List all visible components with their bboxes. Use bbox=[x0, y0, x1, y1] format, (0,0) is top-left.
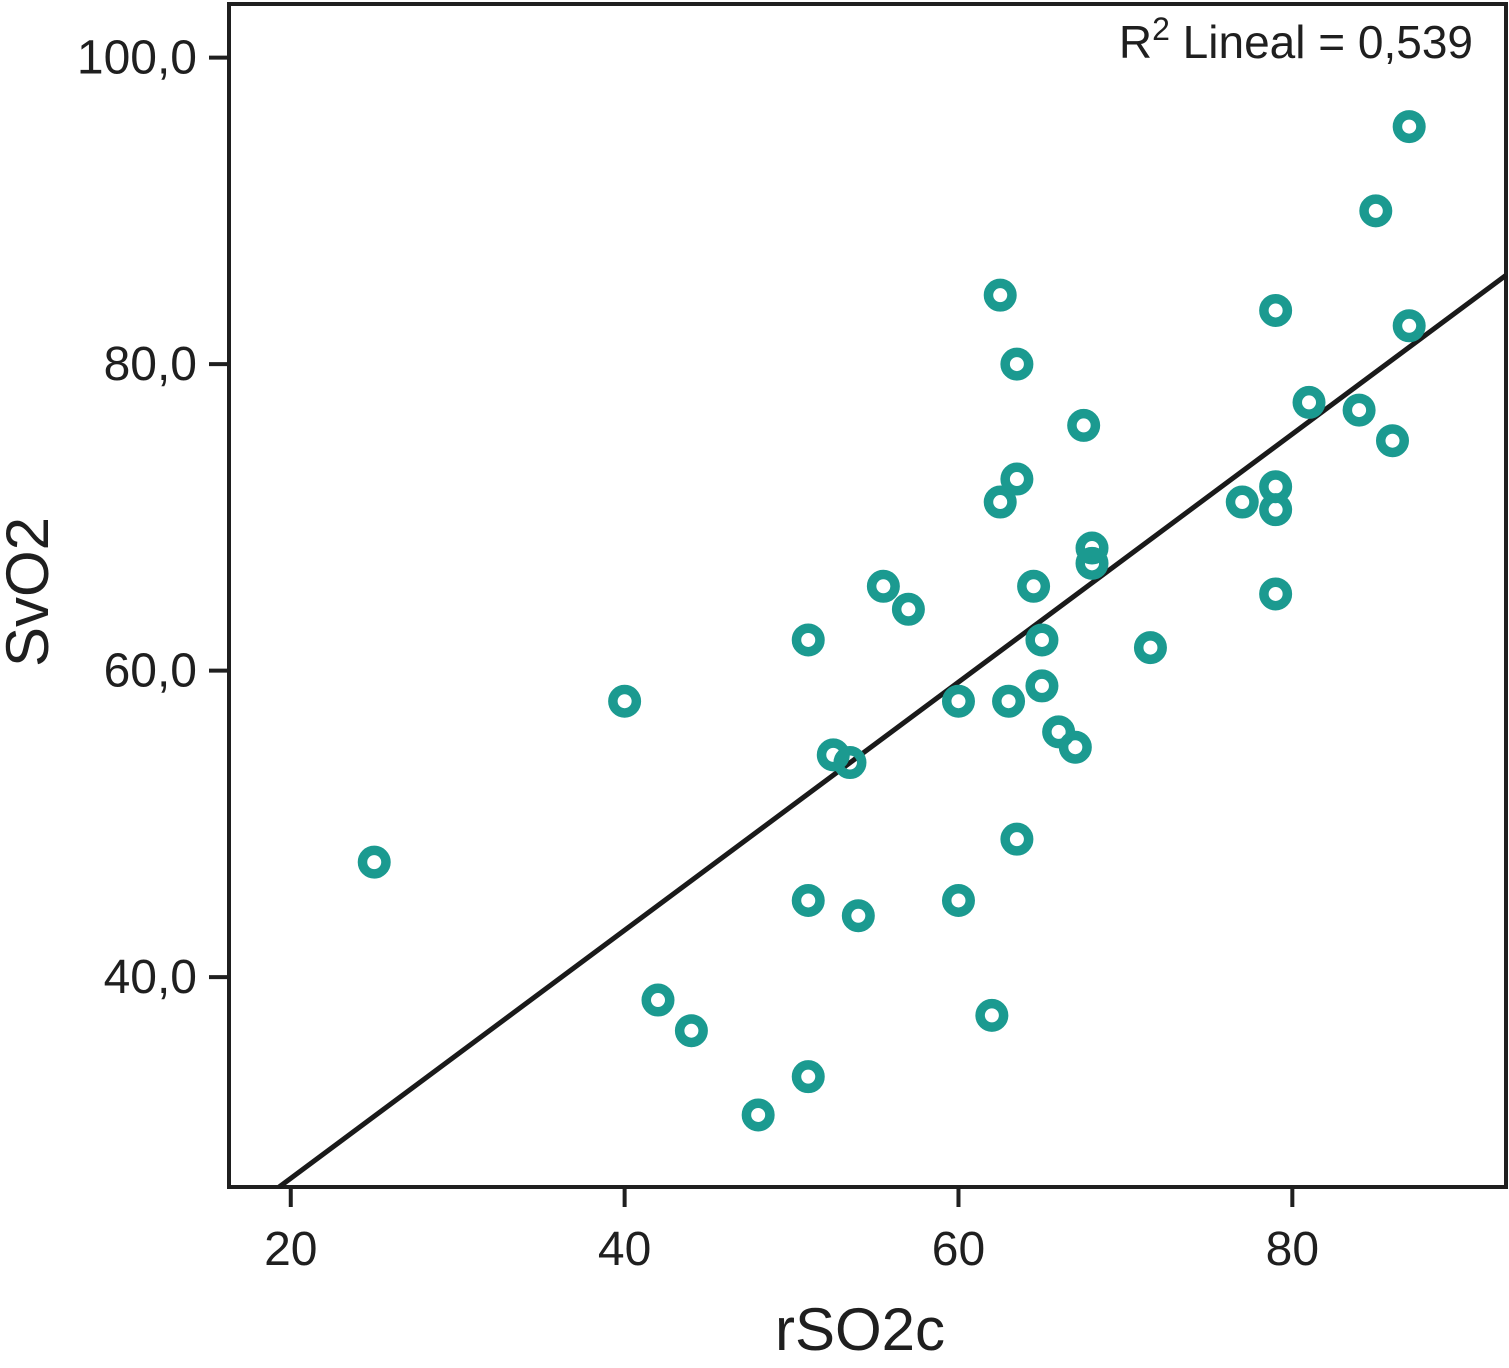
data-point-marker bbox=[941, 684, 975, 718]
data-point-marker bbox=[983, 278, 1017, 312]
x-tick-label: 80 bbox=[1266, 1223, 1319, 1276]
x-axis-title: rSO2c bbox=[775, 1296, 945, 1363]
data-point-marker bbox=[1025, 623, 1059, 657]
data-point-marker bbox=[1133, 631, 1167, 665]
data-point-marker bbox=[1075, 531, 1109, 565]
data-point-marker bbox=[841, 899, 875, 933]
data-point-marker bbox=[608, 684, 642, 718]
data-point-marker bbox=[641, 983, 675, 1017]
y-tick-label: 80,0 bbox=[104, 338, 197, 391]
data-point-marker bbox=[1375, 424, 1409, 458]
data-point-marker bbox=[1392, 110, 1426, 144]
data-point-marker bbox=[1292, 385, 1326, 419]
data-point-marker bbox=[975, 998, 1009, 1032]
x-tick-label: 40 bbox=[598, 1223, 651, 1276]
x-tick-label: 20 bbox=[264, 1223, 317, 1276]
data-point-marker bbox=[866, 569, 900, 603]
data-point-marker bbox=[1259, 293, 1293, 327]
data-point-marker bbox=[1075, 546, 1109, 580]
data-point-marker bbox=[941, 883, 975, 917]
data-point-marker bbox=[1000, 347, 1034, 381]
data-point-marker bbox=[791, 883, 825, 917]
data-point-marker bbox=[1000, 822, 1034, 856]
data-point-marker bbox=[674, 1014, 708, 1048]
data-point-marker bbox=[357, 845, 391, 879]
regression-trendline bbox=[277, 273, 1508, 1190]
data-point-marker bbox=[1392, 309, 1426, 343]
data-point-marker bbox=[1259, 493, 1293, 527]
data-point-marker bbox=[983, 485, 1017, 519]
data-point-marker bbox=[1225, 485, 1259, 519]
data-point-marker bbox=[1359, 194, 1393, 228]
y-tick-label: 60,0 bbox=[104, 645, 197, 698]
data-point-marker bbox=[1017, 569, 1051, 603]
data-point-marker bbox=[1067, 408, 1101, 442]
data-point-marker bbox=[1025, 669, 1059, 703]
scatter-points bbox=[357, 110, 1426, 1132]
data-point-marker bbox=[891, 592, 925, 626]
plot-frame bbox=[227, 2, 1508, 1189]
data-point-marker bbox=[992, 684, 1026, 718]
y-tick-label: 100,0 bbox=[77, 32, 197, 85]
data-point-marker bbox=[1342, 393, 1376, 427]
x-axis-ticks: 20 40 60 80 bbox=[264, 1187, 1319, 1276]
y-axis-title: SvO2 bbox=[0, 517, 61, 667]
r-squared-annotation: R2 Lineal = 0,539 bbox=[1119, 11, 1473, 68]
data-point-marker bbox=[833, 746, 867, 780]
data-point-marker bbox=[1259, 577, 1293, 611]
data-point-marker bbox=[1058, 730, 1092, 764]
data-point-marker bbox=[741, 1098, 775, 1132]
data-point-marker bbox=[791, 623, 825, 657]
y-tick-label: 40,0 bbox=[104, 951, 197, 1004]
y-axis-ticks: 100,0 80,0 60,0 40,0 bbox=[77, 32, 229, 1004]
data-point-marker bbox=[1000, 462, 1034, 496]
data-point-marker bbox=[791, 1060, 825, 1094]
x-tick-label: 60 bbox=[932, 1223, 985, 1276]
